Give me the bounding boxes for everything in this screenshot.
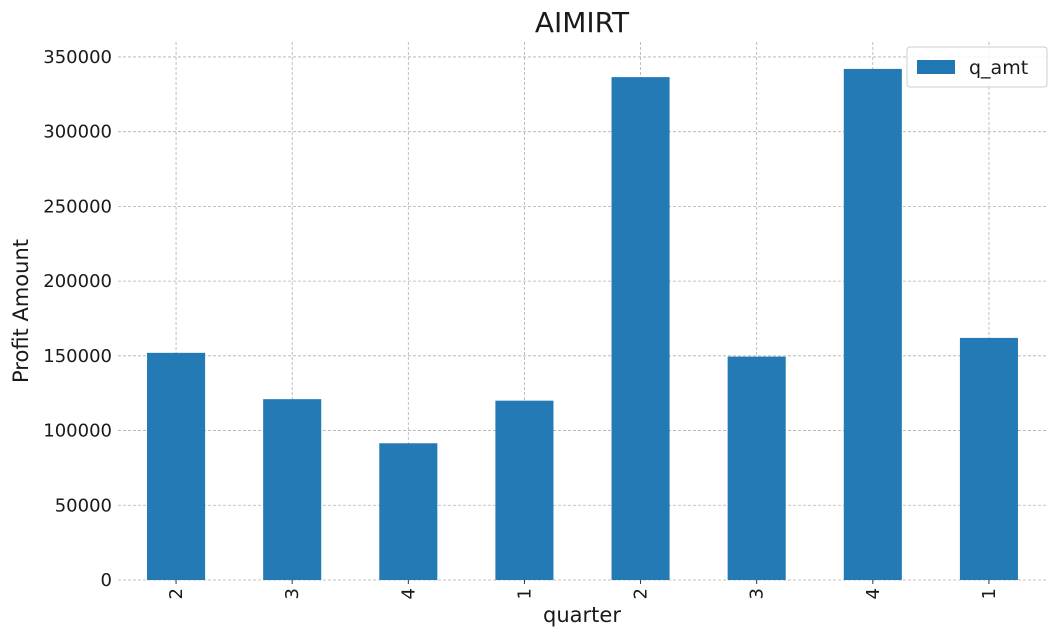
y-tick-label: 0 [101,570,112,591]
x-axis-ticks: 2 3 4 1 2 3 4 1 [166,580,1000,599]
bar [147,352,206,580]
legend: q_amt [906,46,1048,88]
y-tick-label: 200000 [43,271,112,292]
y-axis-ticks: 0 50000 100000 150000 200000 250000 300000 3500… [43,47,112,591]
bar [379,443,438,580]
bar [611,77,670,580]
y-tick-label: 250000 [43,196,112,217]
legend-box [906,46,1048,88]
bar [843,68,902,581]
bars [147,68,1018,581]
x-tick-label: 1 [514,588,535,599]
x-tick-label: 2 [166,588,187,599]
x-tick-label: 1 [979,588,1000,599]
y-tick-label: 150000 [43,346,112,367]
x-tick-label: 4 [863,588,884,599]
bar [495,400,554,580]
x-tick-label: 2 [631,588,652,599]
y-tick-label: 350000 [43,47,112,68]
x-tick-label: 4 [398,588,419,599]
y-tick-label: 300000 [43,122,112,143]
bar [263,399,322,580]
x-tick-label: 3 [747,588,768,599]
y-axis-label: Profit Amount [9,239,33,383]
x-tick-label: 3 [282,588,303,599]
grid-lines [118,42,1047,581]
bar [727,356,786,580]
bar [959,337,1018,580]
x-axis-label: quarter [543,603,621,627]
y-tick-label: 50000 [55,495,112,516]
legend-swatch [917,60,955,74]
y-tick-label: 100000 [43,421,112,442]
chart-title: AIMIRT [535,6,630,39]
legend-label: q_amt [969,57,1028,79]
